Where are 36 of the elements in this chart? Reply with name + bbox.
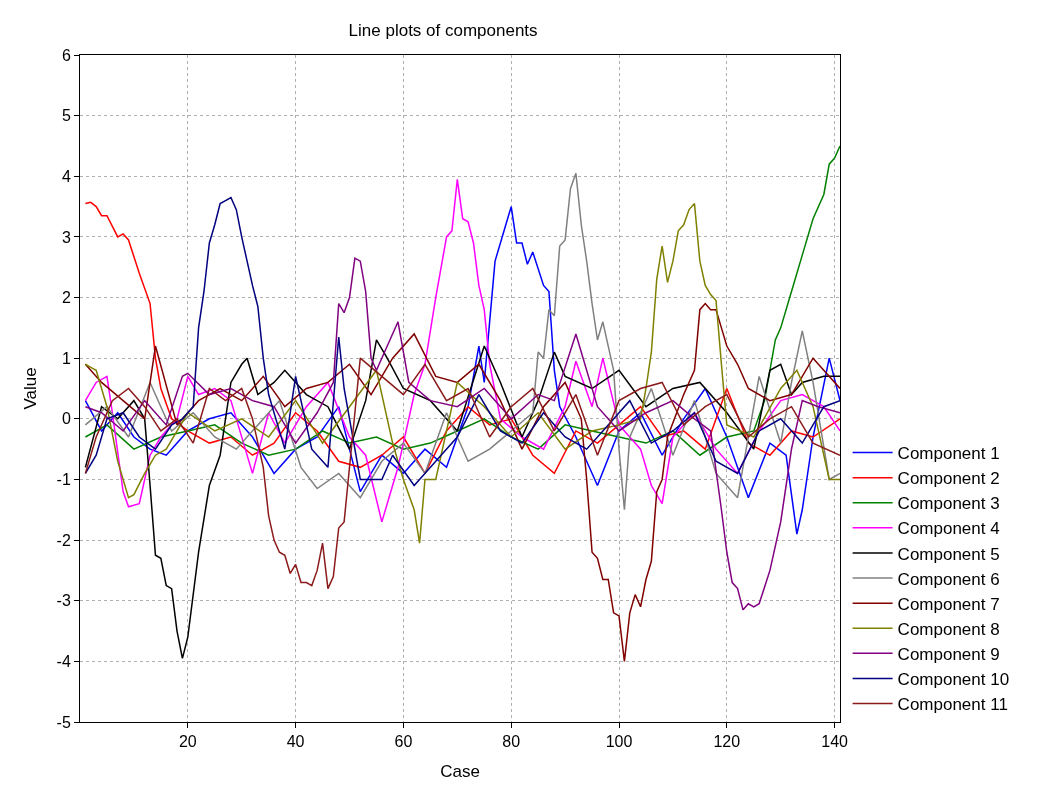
x-tick-label: 140: [821, 733, 849, 751]
legend-label: Component 7: [897, 594, 1000, 614]
legend-label: Component 5: [897, 544, 1000, 564]
chart-title: Line plots of components: [348, 20, 538, 40]
y-tick-label: 4: [61, 167, 71, 185]
x-tick-label: 120: [713, 733, 741, 751]
legend-label: Component 11: [897, 695, 1008, 715]
y-tick-label: -3: [56, 592, 71, 610]
y-tick-label: -2: [56, 531, 71, 549]
legend-label: Component 3: [897, 494, 1000, 514]
y-tick-label: 2: [61, 289, 71, 307]
legend-label: Component 2: [897, 469, 1000, 489]
x-tick-label: 100: [605, 733, 633, 751]
y-tick-label: 0: [61, 410, 71, 428]
y-tick-label: 3: [61, 228, 71, 246]
y-tick-label: -4: [56, 652, 71, 670]
line-series: [84, 257, 840, 611]
y-tick-label: -1: [56, 471, 71, 489]
legend-label: Component 8: [897, 619, 1000, 639]
x-tick-label: 20: [178, 733, 197, 751]
line-series: [84, 357, 840, 590]
legend-label: Component 10: [897, 670, 1010, 690]
x-axis-title: Case: [440, 761, 480, 781]
y-tick-label: 6: [61, 46, 71, 64]
line-series: [84, 145, 840, 456]
legend-label: Component 1: [897, 444, 1000, 464]
legend-label: Component 4: [897, 519, 1000, 539]
x-tick-label: 80: [502, 733, 521, 751]
legend-label: Component 6: [897, 569, 1000, 589]
x-tick-label: 40: [286, 733, 305, 751]
y-tick-label: 1: [61, 349, 71, 367]
y-axis-title: Value: [21, 367, 41, 410]
y-tick-label: -5: [56, 713, 71, 731]
legend-label: Component 9: [897, 644, 1000, 664]
x-tick-label: 60: [394, 733, 413, 751]
y-tick-label: 5: [61, 107, 71, 125]
